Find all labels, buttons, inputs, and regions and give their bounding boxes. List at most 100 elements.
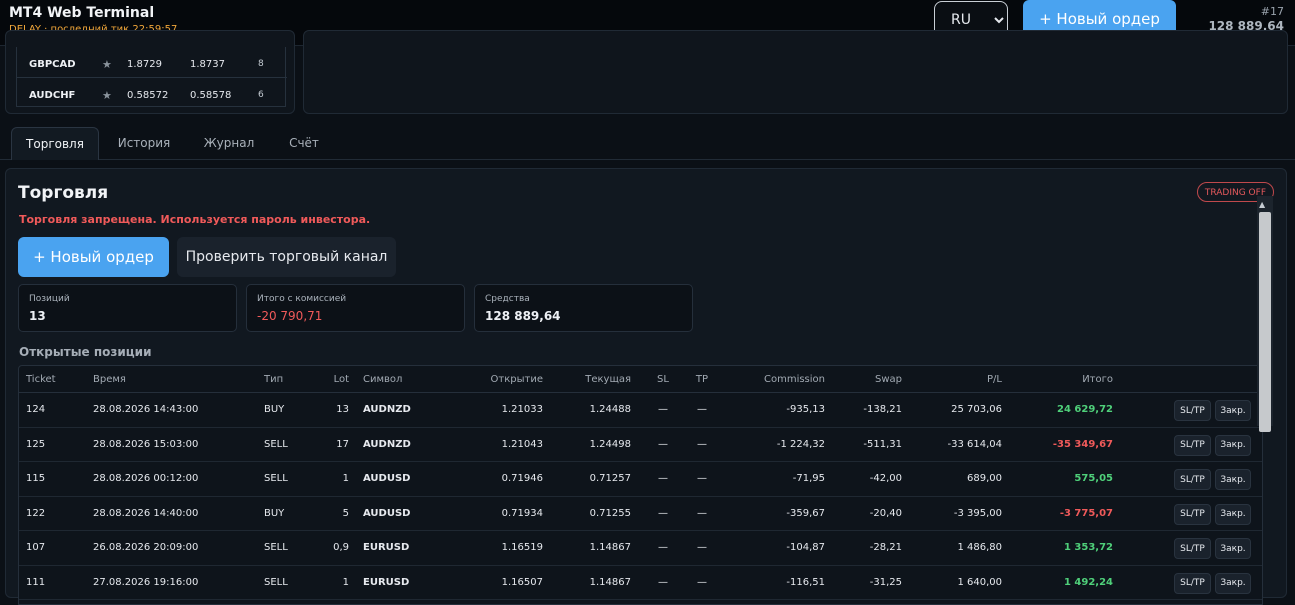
quote-ask: 1.8737 xyxy=(190,59,225,70)
tab-journal[interactable]: Журнал xyxy=(203,136,255,150)
check-channel-button[interactable]: Проверить торговый канал xyxy=(177,237,396,277)
chart-panel xyxy=(303,30,1288,114)
quote-bid: 1.8729 xyxy=(127,59,162,70)
quote-row-gbpcad[interactable]: GBPCAD ★ 1.8729 1.8737 8 xyxy=(17,50,287,80)
cell-symbol: AUDNZD xyxy=(363,438,411,450)
quote-row-audchf[interactable]: AUDCHF ★ 0.58572 0.58578 6 xyxy=(17,81,287,111)
table-row[interactable]: 124 28.08.2026 14:43:00 BUY 13 AUDNZD 1.21033… xyxy=(19,393,1262,428)
cell-swap: -511,31 xyxy=(863,438,902,450)
cell-current: 1.24488 xyxy=(589,404,631,415)
cell-tp: — xyxy=(697,473,707,484)
cell-open: 1.16519 xyxy=(501,542,543,553)
new-order-button[interactable]: + Новый ордер xyxy=(18,237,169,277)
scroll-up-icon[interactable]: ▲ xyxy=(1259,200,1266,209)
cell-open: 0.71946 xyxy=(501,473,543,484)
col-lot[interactable]: Lot xyxy=(333,374,349,385)
col-time[interactable]: Время xyxy=(93,374,126,385)
col-current[interactable]: Текущая xyxy=(585,374,631,385)
close-position-button[interactable]: Закр. xyxy=(1215,434,1251,456)
quote-bid: 0.58572 xyxy=(127,90,169,101)
cell-tp: — xyxy=(697,542,707,553)
market-watch-panel: GBPCAD ★ 1.8729 1.8737 8 AUDCHF ★ 0.5857… xyxy=(5,30,295,114)
close-position-button[interactable]: Закр. xyxy=(1215,503,1251,525)
account-id: #17 xyxy=(1260,5,1284,18)
cell-total: -3 775,07 xyxy=(1059,507,1113,519)
sltp-button[interactable]: SL/TP xyxy=(1174,469,1211,490)
sltp-button[interactable]: SL/TP xyxy=(1174,434,1211,456)
col-sl[interactable]: SL xyxy=(657,374,669,385)
cell-total: 1 353,72 xyxy=(1063,542,1113,553)
cell-symbol: AUDUSD xyxy=(363,473,411,484)
table-row[interactable]: 107 26.08.2026 20:09:00 SELL 0,9 EURUSD 1.165… xyxy=(19,531,1262,566)
col-pl[interactable]: P/L xyxy=(987,374,1002,385)
cell-ticket: 111 xyxy=(26,576,46,588)
cell-open: 1.16507 xyxy=(501,576,543,588)
cell-ticket: 125 xyxy=(26,438,46,450)
cell-open: 1.21033 xyxy=(501,404,543,415)
cell-swap: -20,40 xyxy=(869,507,902,519)
tab-trading[interactable]: Торговля xyxy=(11,127,99,160)
cell-symbol: EURUSD xyxy=(363,576,410,588)
cell-commission: -71,95 xyxy=(792,473,825,484)
cell-tp: — xyxy=(697,576,707,588)
stat-total-with-commission: Итого с комиссией -20 790,71 xyxy=(246,284,465,332)
trading-panel: Торговля TRADING OFF Торговля запрещена.… xyxy=(5,168,1287,605)
col-open[interactable]: Открытие xyxy=(490,374,543,385)
cell-current: 0.71257 xyxy=(589,473,631,484)
cell-lot: 13 xyxy=(336,404,349,415)
cell-commission: -935,13 xyxy=(786,404,825,415)
stat-value: 13 xyxy=(29,309,46,323)
col-symbol[interactable]: Символ xyxy=(363,374,403,385)
cell-current: 1.14867 xyxy=(589,542,631,553)
scroll-thumb[interactable] xyxy=(1259,212,1271,432)
close-position-button[interactable]: Закр. xyxy=(1215,572,1251,594)
star-icon[interactable]: ★ xyxy=(102,89,112,102)
cell-swap: -28,21 xyxy=(869,542,902,553)
table-row[interactable]: 125 28.08.2026 15:03:00 SELL 17 AUDNZD 1.2104… xyxy=(19,428,1262,462)
sltp-button[interactable]: SL/TP xyxy=(1174,538,1211,559)
cell-total: 1 492,24 xyxy=(1063,576,1113,588)
sltp-button[interactable]: SL/TP xyxy=(1174,503,1211,525)
cell-ticket: 115 xyxy=(26,473,46,484)
table-row[interactable]: 122 28.08.2026 14:40:00 BUY 5 AUDUSD 0.71934 0… xyxy=(19,497,1262,531)
col-type[interactable]: Тип xyxy=(264,374,284,385)
cell-sl: — xyxy=(658,576,668,588)
table-row[interactable]: 115 28.08.2026 00:12:00 SELL 1 AUDUSD 0.71946… xyxy=(19,462,1262,497)
cell-type: SELL xyxy=(264,438,288,450)
cell-open: 1.21043 xyxy=(501,438,543,450)
col-total[interactable]: Итого xyxy=(1082,374,1113,385)
section-title: Торговля xyxy=(18,183,109,203)
close-position-button[interactable]: Закр. xyxy=(1215,400,1251,421)
sltp-button[interactable]: SL/TP xyxy=(1174,572,1211,594)
stat-label: Позиций xyxy=(29,294,70,304)
close-position-button[interactable]: Закр. xyxy=(1215,469,1251,490)
cell-sl: — xyxy=(658,438,668,450)
col-ticket[interactable]: Ticket xyxy=(26,374,56,385)
quote-ask: 0.58578 xyxy=(190,90,232,101)
cell-type: SELL xyxy=(264,576,288,588)
market-watch-list: GBPCAD ★ 1.8729 1.8737 8 AUDCHF ★ 0.5857… xyxy=(16,47,287,107)
tab-account[interactable]: Счёт xyxy=(289,136,319,150)
cell-total: -35 349,67 xyxy=(1052,438,1113,450)
col-swap[interactable]: Swap xyxy=(874,374,902,385)
cell-sl: — xyxy=(658,473,668,484)
stat-equity: Средства 128 889,64 xyxy=(474,284,693,332)
cell-tp: — xyxy=(697,507,707,519)
cell-tp: — xyxy=(697,438,707,450)
trading-warning: Торговля запрещена. Используется пароль … xyxy=(19,213,371,226)
cell-commission: -1 224,32 xyxy=(776,438,825,450)
cell-pl: -33 614,04 xyxy=(947,438,1002,450)
star-icon[interactable]: ★ xyxy=(102,58,112,71)
tab-history[interactable]: История xyxy=(117,136,171,150)
col-commission[interactable]: Commission xyxy=(763,374,825,385)
cell-time: 28.08.2026 15:03:00 xyxy=(93,438,199,450)
col-tp[interactable]: TP xyxy=(695,374,709,385)
cell-total: 24 629,72 xyxy=(1057,404,1113,415)
cell-pl: 25 703,06 xyxy=(951,404,1002,415)
sltp-button[interactable]: SL/TP xyxy=(1174,400,1211,421)
stat-label: Средства xyxy=(485,294,530,304)
cell-current: 1.24498 xyxy=(589,438,631,450)
cell-pl: 1 486,80 xyxy=(957,542,1002,553)
cell-sl: — xyxy=(658,542,668,553)
close-position-button[interactable]: Закр. xyxy=(1215,538,1251,559)
